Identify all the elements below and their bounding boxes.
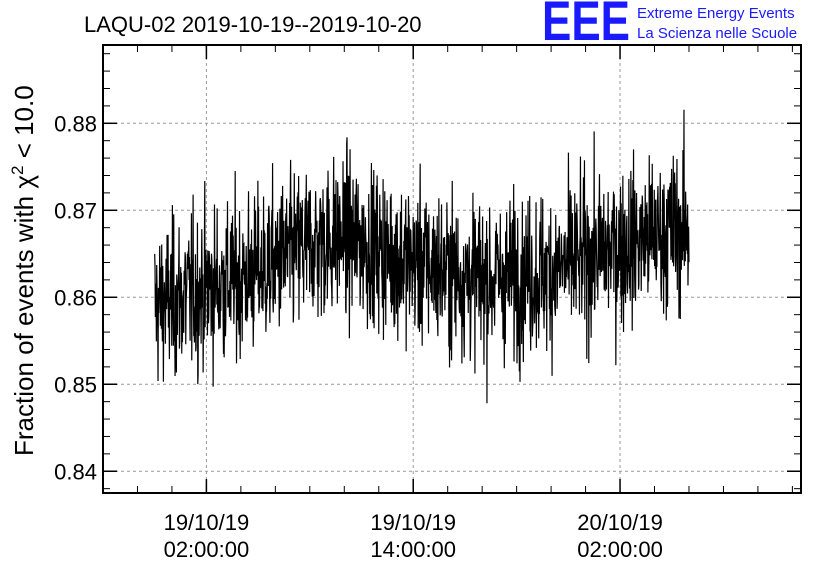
logo-line-2: La Scienza nelle Scuole: [637, 25, 797, 42]
x-tick-time-label: 02:00:00: [164, 537, 250, 562]
y-tick-labels: 0.84 0.85 0.86 0.87 0.88: [54, 111, 97, 484]
axis-ticks: [103, 45, 801, 493]
logo-mark: EEE: [542, 0, 630, 52]
series-line: [154, 109, 690, 404]
x-tick-date-label: 19/10/19: [370, 510, 456, 535]
x-tick-labels: 19/10/1902:00:0019/10/1914:00:0020/10/19…: [164, 510, 663, 562]
y-tick-label: 0.88: [54, 111, 97, 136]
eee-logo: EEE Extreme Energy Events La Scienza nel…: [542, 0, 797, 52]
x-tick-time-label: 02:00:00: [577, 537, 663, 562]
x-tick-date-label: 20/10/19: [577, 510, 663, 535]
y-tick-label: 0.87: [54, 198, 97, 223]
y-tick-label: 0.85: [54, 372, 97, 397]
x-tick-time-label: 14:00:00: [370, 537, 456, 562]
series-line-group: [154, 109, 690, 404]
y-axis-label: Fraction of events with χ2 < 10.0: [8, 85, 39, 456]
logo-line-1: Extreme Energy Events: [637, 5, 795, 22]
y-tick-label: 0.86: [54, 285, 97, 310]
y-tick-label: 0.84: [54, 459, 97, 484]
chart-title: LAQU-02 2019-10-19--2019-10-20: [84, 12, 422, 37]
plot-frame: [102, 44, 802, 494]
x-tick-date-label: 19/10/19: [164, 510, 250, 535]
